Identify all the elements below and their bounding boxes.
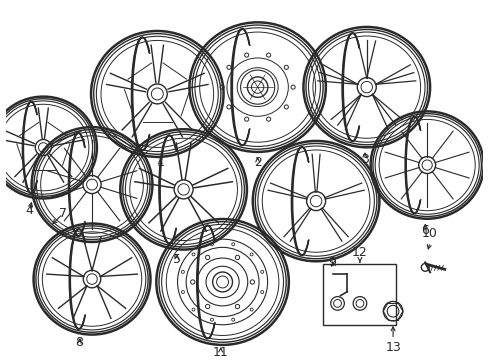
Text: 2: 2	[253, 156, 261, 168]
Text: 5: 5	[172, 253, 181, 266]
Text: 9: 9	[328, 256, 336, 269]
Text: 11: 11	[212, 346, 228, 359]
Text: 1: 1	[156, 156, 164, 168]
Bar	[322, 265, 395, 325]
Text: 12: 12	[351, 246, 367, 259]
Text: 10: 10	[421, 227, 437, 240]
Text: 3: 3	[360, 153, 368, 166]
Text: 13: 13	[385, 341, 400, 354]
Text: 6: 6	[421, 224, 428, 237]
Text: 7: 7	[59, 207, 67, 220]
Text: 8: 8	[75, 336, 83, 349]
Text: 4: 4	[26, 204, 34, 217]
